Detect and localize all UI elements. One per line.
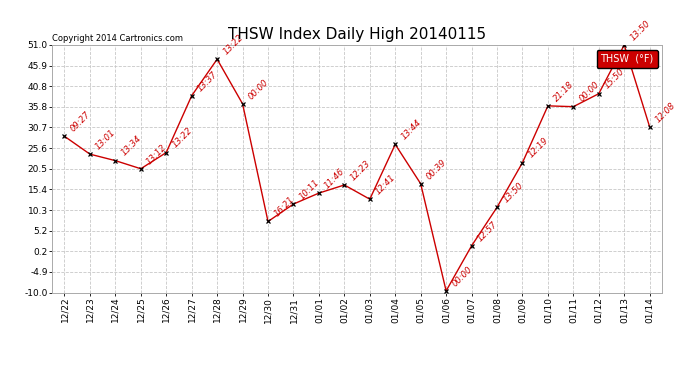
Title: THSW Index Daily High 20140115: THSW Index Daily High 20140115 (228, 27, 486, 42)
Text: 13:01: 13:01 (94, 128, 118, 152)
Text: 00:00: 00:00 (451, 264, 474, 288)
Text: 12:19: 12:19 (526, 136, 550, 160)
Text: 09:27: 09:27 (68, 110, 92, 134)
Text: Copyright 2014 Cartronics.com: Copyright 2014 Cartronics.com (52, 33, 183, 42)
Text: 13:37: 13:37 (196, 69, 219, 93)
Text: 12:57: 12:57 (475, 219, 500, 243)
Text: 13:22: 13:22 (170, 126, 194, 150)
Text: 21:18: 21:18 (552, 80, 575, 103)
Text: 12:08: 12:08 (654, 100, 678, 124)
Legend: THSW  (°F): THSW (°F) (597, 50, 658, 68)
Text: 13:34: 13:34 (119, 134, 143, 158)
Text: 12:41: 12:41 (374, 173, 397, 196)
Text: 13:22: 13:22 (221, 33, 245, 56)
Text: 13:12: 13:12 (145, 142, 168, 166)
Text: 00:00: 00:00 (247, 78, 270, 101)
Text: 13:50: 13:50 (501, 181, 525, 204)
Text: 10:11: 10:11 (297, 178, 322, 201)
Text: 00:39: 00:39 (425, 158, 449, 181)
Text: 12:23: 12:23 (348, 159, 372, 182)
Text: 16:21: 16:21 (272, 195, 296, 219)
Text: 13:50: 13:50 (629, 19, 652, 42)
Text: 13:44: 13:44 (400, 118, 423, 142)
Text: 15:50: 15:50 (603, 67, 627, 91)
Text: 00:00: 00:00 (578, 80, 601, 104)
Text: 11:46: 11:46 (323, 167, 346, 190)
